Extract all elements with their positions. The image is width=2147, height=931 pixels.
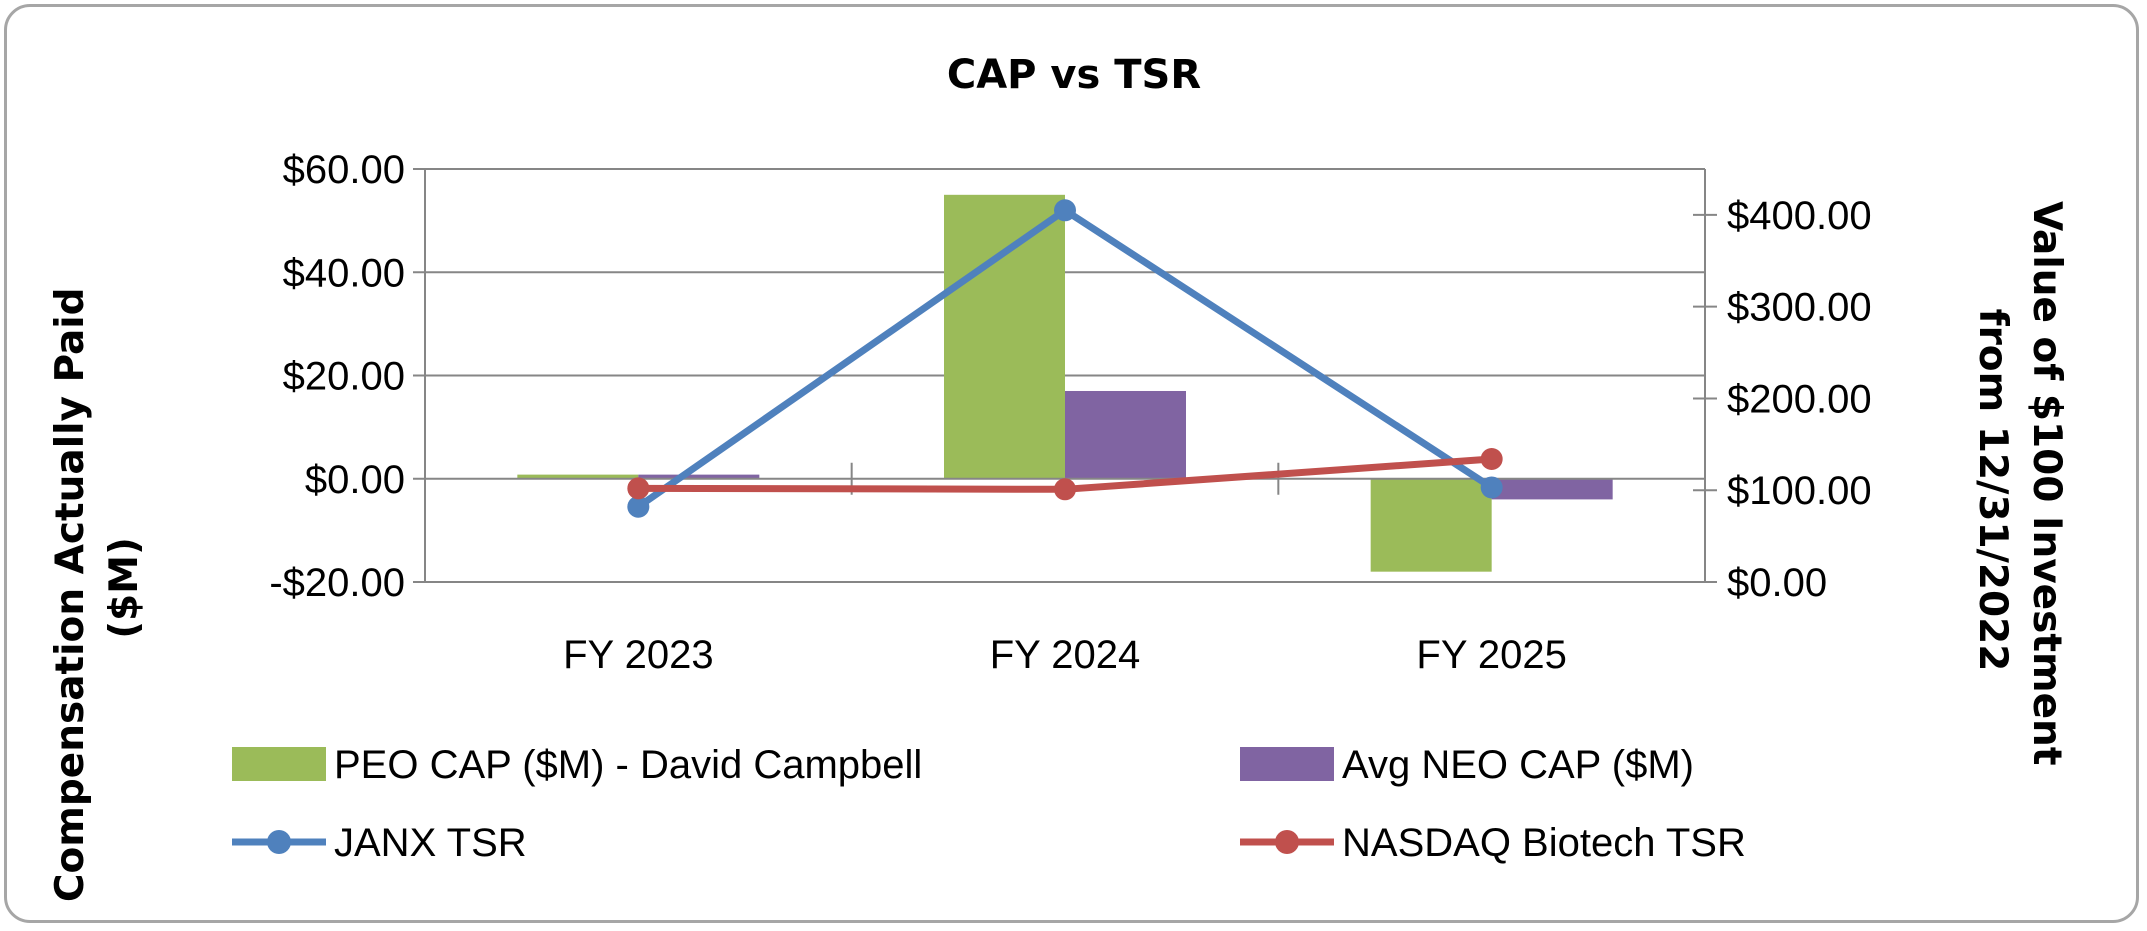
legend-label-nasdaq-biotech-tsr: NASDAQ Biotech TSR (1342, 821, 1746, 865)
right-tick-label-3: $300.00 (1727, 286, 1872, 330)
left-tick-label-1: $0.00 (305, 458, 405, 502)
category-labels: FY 2023 FY 2024 FY 2025 (563, 633, 1567, 677)
right-tick-label-0: $0.00 (1727, 561, 1827, 605)
legend-label-avg-neo-cap: Avg NEO CAP ($M) (1342, 743, 1694, 787)
legend-marker-nasdaq-biotech-tsr (1275, 830, 1299, 854)
legend: PEO CAP ($M) - David Campbell Avg NEO CA… (232, 743, 1746, 865)
right-axis-ticks: $0.00 $100.00 $200.00 $300.00 $400.00 (1727, 194, 1872, 605)
chart-title: CAP vs TSR (947, 52, 1201, 98)
legend-swatch-avg-neo-cap (1240, 747, 1334, 781)
left-axis-title: Compensation Actually Paid ($M) (48, 274, 147, 902)
left-tick-label-3: $40.00 (283, 251, 405, 295)
bar-avg-neo-cap-m-fy-2025 (1491, 478, 1613, 500)
legend-marker-janx-tsr (267, 830, 291, 854)
bar-peo-cap-m-david-campbell-fy-2024 (944, 194, 1065, 479)
category-label-fy-2024: FY 2024 (990, 633, 1141, 677)
left-axis-ticks: -$20.00 $0.00 $20.00 $40.00 $60.00 (269, 148, 405, 605)
right-tick-label-2: $200.00 (1727, 377, 1872, 421)
right-axis-title-line-2: from 12/31/2022 (1970, 309, 2015, 672)
category-label-fy-2025: FY 2025 (1416, 633, 1567, 677)
legend-label-peo-cap: PEO CAP ($M) - David Campbell (334, 743, 922, 787)
left-tick-label-2: $20.00 (283, 355, 405, 399)
category-label-fy-2023: FY 2023 (563, 633, 714, 677)
lines (627, 199, 1503, 518)
right-tick-label-1: $100.00 (1727, 469, 1872, 513)
left-tick-label-4: $60.00 (283, 148, 405, 192)
bar-avg-neo-cap-m-fy-2023 (638, 474, 760, 479)
point-janx-tsr-fy-2024 (1054, 199, 1076, 222)
left-axis-title-line-2: ($M) (102, 537, 147, 639)
right-axis-title-line-1: Value of $100 Investment (2024, 201, 2069, 766)
left-axis-title-line-1: Compensation Actually Paid (48, 287, 93, 902)
point-nasdaq-biotech-tsr-fy-2024 (1054, 478, 1076, 501)
right-tick-label-4: $400.00 (1727, 194, 1872, 238)
bars (517, 194, 1613, 572)
legend-swatch-peo-cap (232, 747, 326, 781)
point-janx-tsr-fy-2025 (1480, 476, 1503, 499)
bar-peo-cap-m-david-campbell-fy-2025 (1370, 478, 1492, 572)
legend-label-janx-tsr: JANX TSR (334, 821, 527, 865)
left-tick-label-0: -$20.00 (269, 561, 405, 605)
point-nasdaq-biotech-tsr-fy-2025 (1480, 448, 1503, 471)
bar-avg-neo-cap-m-fy-2024 (1065, 390, 1186, 479)
point-janx-tsr-fy-2023 (627, 495, 650, 518)
point-nasdaq-biotech-tsr-fy-2023 (627, 477, 650, 500)
right-axis-title: Value of $100 Investment from 12/31/2022 (1970, 201, 2069, 779)
bar-peo-cap-m-david-campbell-fy-2023 (517, 474, 639, 479)
